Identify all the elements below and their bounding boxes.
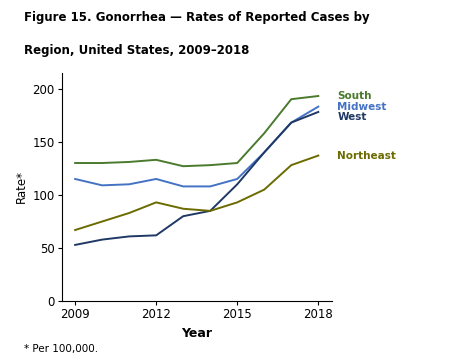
Y-axis label: Rate*: Rate*: [15, 171, 28, 203]
Text: Midwest: Midwest: [337, 102, 387, 112]
Text: Region, United States, 2009–2018: Region, United States, 2009–2018: [24, 44, 249, 57]
Text: South: South: [337, 91, 372, 101]
Text: * Per 100,000.: * Per 100,000.: [24, 344, 98, 354]
X-axis label: Year: Year: [181, 327, 212, 340]
Text: Figure 15. Gonorrhea — Rates of Reported Cases by: Figure 15. Gonorrhea — Rates of Reported…: [24, 11, 369, 24]
Text: West: West: [337, 112, 366, 122]
Text: Northeast: Northeast: [337, 151, 396, 160]
